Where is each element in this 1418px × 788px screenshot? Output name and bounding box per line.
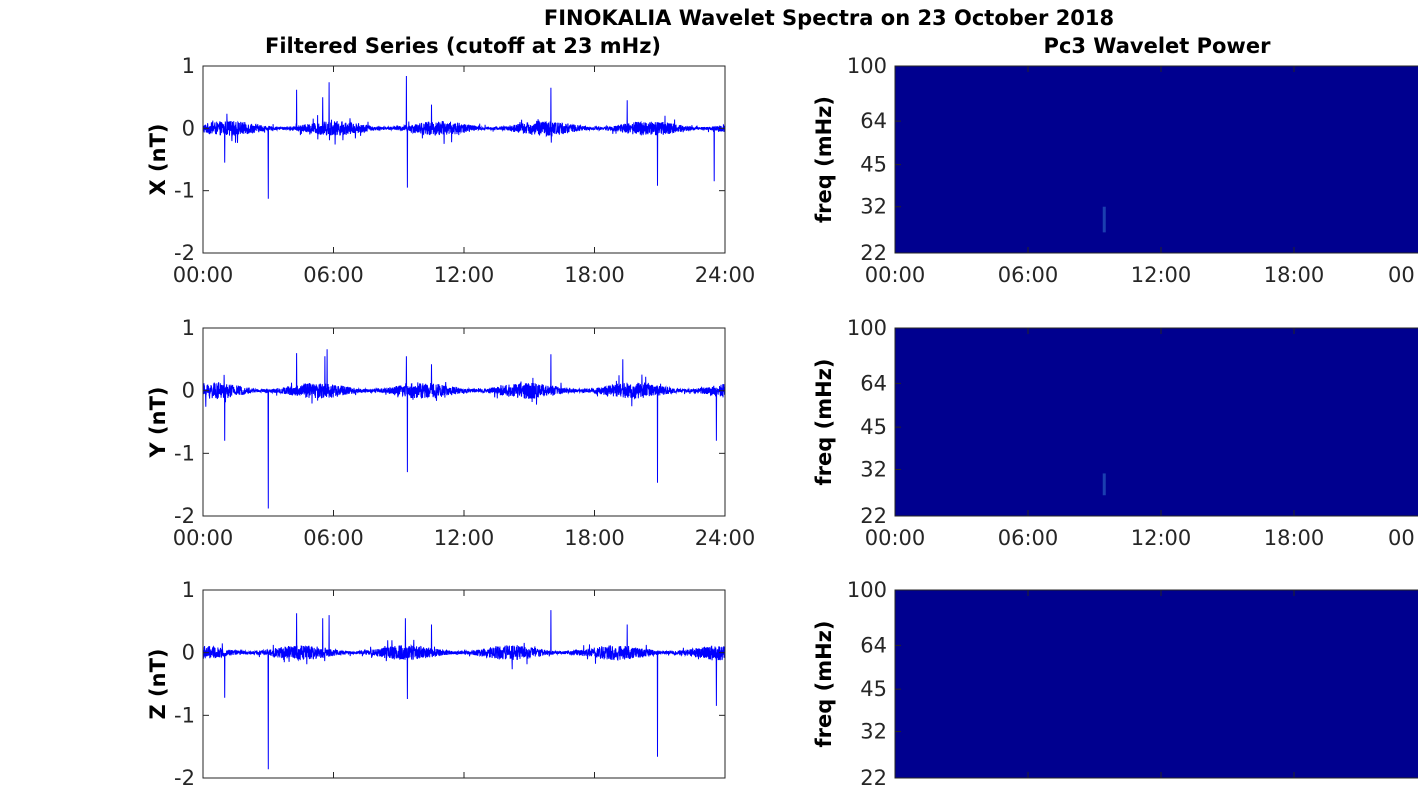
y-tick-label: 32	[860, 195, 887, 219]
axes-box	[894, 65, 1418, 254]
y-axis-label: X (nT)	[146, 124, 170, 196]
y-tick-label: 100	[847, 316, 887, 340]
right-column-title: Pc3 Wavelet Power	[1044, 34, 1272, 58]
y-tick-label: -1	[174, 441, 195, 465]
y-axis-label: Z (nT)	[146, 648, 170, 719]
x-tick-label: 06:00	[303, 526, 364, 550]
wavelet-panel-z-power: 100 64 45 32 22 freq (mHz)	[812, 578, 1418, 788]
heatmap-area	[895, 66, 1418, 253]
x-tick-label: 12:00	[434, 263, 495, 287]
y-tick-label: 0	[182, 379, 195, 403]
axes-box	[894, 589, 1418, 779]
y-tick-label: 1	[182, 316, 195, 340]
x-tick-label: 18:00	[1264, 526, 1325, 550]
y-tick-label: 22	[860, 241, 887, 265]
y-tick-label: -2	[174, 504, 195, 528]
x-tick-label: 06:00	[303, 263, 364, 287]
x-tick-label: 12:00	[1131, 526, 1192, 550]
y-tick-label: 0	[182, 641, 195, 665]
y-tick-label: 64	[860, 371, 887, 395]
x-tick-label: 00:00	[865, 263, 926, 287]
y-tick-label: -1	[174, 179, 195, 203]
left-column-title: Filtered Series (cutoff at 23 mHz)	[265, 34, 661, 58]
x-tick-label: 00:00	[173, 263, 234, 287]
x-tick-label: 00:00	[173, 526, 234, 550]
x-tick-label: 12:00	[1131, 263, 1192, 287]
power-feature	[1102, 206, 1106, 233]
series-line-y	[202, 349, 726, 509]
timeseries-panel-x: 1 0 -1 -200:00 06:00 12:00 18:00 24:00 X (nT)	[146, 54, 755, 287]
y-tick-label: 32	[860, 719, 887, 743]
y-tick-label: 64	[860, 109, 887, 133]
x-tick-label: 24:00	[695, 526, 756, 550]
heatmap-area	[895, 590, 1418, 778]
y-tick-label: 100	[847, 54, 887, 78]
axes-box	[202, 327, 726, 517]
x-tick-label: 00:00	[865, 526, 926, 550]
y-tick-label: -2	[174, 241, 195, 265]
axes-box	[202, 589, 726, 779]
y-tick-label: 1	[182, 578, 195, 602]
y-tick-label: 22	[860, 504, 887, 528]
timeseries-panel-y: 1 0 -1 -200:00 06:00 12:00 18:00 24:00 Y (nT)	[146, 316, 755, 550]
y-tick-label: 22	[860, 766, 887, 788]
heatmap-area	[895, 328, 1418, 516]
power-feature	[1102, 473, 1106, 496]
y-tick-label: 1	[182, 54, 195, 78]
y-tick-label: -2	[174, 766, 195, 788]
y-axis-label: freq (mHz)	[812, 96, 836, 223]
y-axis-label: freq (mHz)	[812, 621, 836, 748]
x-tick-label: 00	[1388, 263, 1415, 287]
y-axis-label: Y (nT)	[146, 387, 170, 459]
x-tick-label: 12:00	[434, 526, 495, 550]
figure-title: FINOKALIA Wavelet Spectra on 23 October …	[544, 6, 1114, 30]
y-tick-label: 45	[860, 677, 887, 701]
x-tick-label: 18:00	[1264, 263, 1325, 287]
y-tick-label: 100	[847, 578, 887, 602]
y-tick-label: 45	[860, 153, 887, 177]
x-tick-label: 00	[1388, 526, 1415, 550]
x-tick-label: 18:00	[564, 526, 625, 550]
y-axis-label: freq (mHz)	[812, 359, 836, 486]
x-tick-label: 24:00	[695, 263, 756, 287]
series-line-x	[202, 75, 726, 199]
y-tick-label: -1	[174, 703, 195, 727]
x-tick-label: 18:00	[564, 263, 625, 287]
x-tick-label: 06:00	[998, 526, 1059, 550]
y-tick-label: 32	[860, 457, 887, 481]
y-tick-label: 64	[860, 633, 887, 657]
y-tick-label: 45	[860, 415, 887, 439]
x-tick-label: 06:00	[998, 263, 1059, 287]
y-tick-label: 0	[182, 116, 195, 140]
series-line-z	[202, 610, 726, 770]
axes-box	[894, 327, 1418, 517]
timeseries-panel-z: 1 0 -1 -2 Z (nT)	[146, 578, 726, 788]
axes-box	[202, 65, 726, 254]
